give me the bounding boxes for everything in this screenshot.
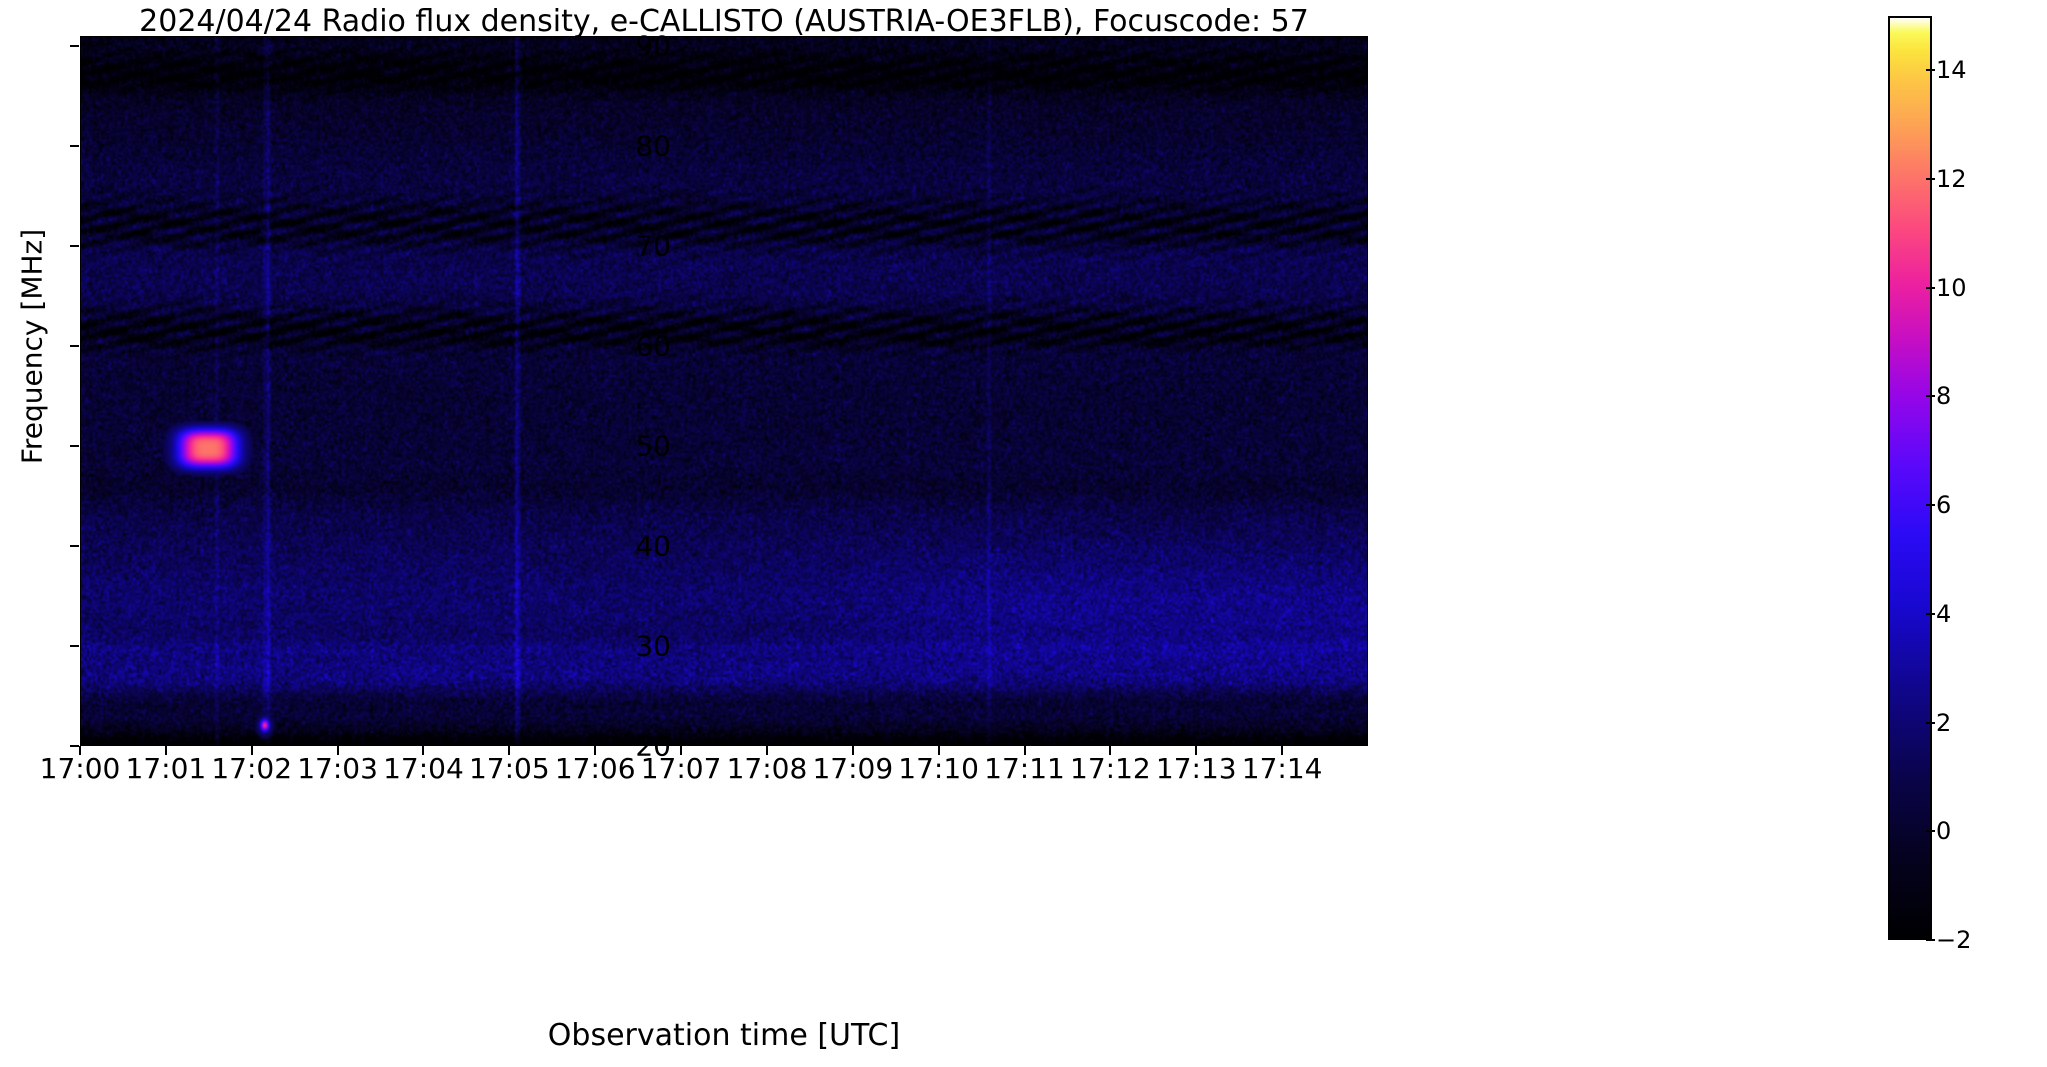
x-tick-mark: [937, 746, 940, 755]
x-tick-mark: [422, 746, 425, 755]
x-tick-label: 17:13: [1155, 752, 1237, 785]
y-tick-label: 90: [635, 29, 671, 63]
colorbar-tick-mark: [1926, 830, 1935, 833]
y-tick-mark: [70, 545, 79, 547]
y-axis-label: Frequency [MHz]: [15, 228, 49, 465]
x-tick-mark: [765, 746, 768, 755]
x-tick-mark: [1109, 746, 1112, 755]
x-tick-mark: [164, 746, 167, 755]
colorbar-tick-label: 8: [1936, 382, 1952, 411]
x-tick-label: 17:12: [1070, 752, 1151, 785]
colorbar-tick-mark: [1926, 286, 1935, 289]
x-tick-label: 17:09: [812, 752, 894, 785]
x-tick-mark: [336, 746, 339, 755]
colorbar-tick-label: −2: [1936, 926, 1972, 954]
spectrogram-plot-area: [80, 36, 1368, 746]
x-tick-label: 17:06: [554, 752, 636, 785]
colorbar-gradient: [1890, 18, 1930, 938]
x-tick-label: 17:02: [211, 752, 293, 785]
x-tick-mark: [250, 746, 253, 755]
y-tick-mark: [70, 145, 79, 147]
y-tick-label: 40: [635, 529, 671, 563]
x-tick-label: 17:07: [640, 752, 722, 785]
chart-title: 2024/04/24 Radio flux density, e-CALLIST…: [139, 4, 1309, 39]
y-tick-mark: [70, 645, 79, 647]
x-tick-mark: [680, 746, 683, 755]
x-tick-mark: [508, 746, 511, 755]
colorbar-tick-label: 14: [1936, 56, 1967, 85]
colorbar: [1888, 16, 1932, 940]
colorbar-tick-label: 10: [1936, 273, 1967, 302]
y-tick-label: 70: [635, 229, 671, 263]
x-tick-mark: [79, 746, 81, 755]
x-tick-label: 17:14: [1241, 752, 1323, 785]
y-tick-mark: [70, 45, 79, 47]
y-tick-label: 30: [635, 629, 671, 663]
y-tick-label: 20: [635, 729, 671, 763]
x-tick-label: 17:10: [898, 752, 980, 785]
y-tick-mark: [70, 345, 79, 347]
x-tick-label: 17:11: [984, 752, 1065, 785]
colorbar-tick-mark: [1926, 721, 1935, 724]
x-tick-mark: [594, 746, 597, 755]
x-tick-label: 17:03: [297, 752, 378, 785]
colorbar-tick-mark: [1926, 69, 1935, 72]
colorbar-tick-mark: [1926, 395, 1935, 398]
y-tick-label: 80: [635, 129, 671, 163]
colorbar-tick-label: 12: [1936, 165, 1967, 194]
colorbar-tick-mark: [1926, 504, 1935, 507]
y-tick-mark: [70, 245, 79, 247]
colorbar-tick-mark: [1926, 939, 1935, 941]
x-axis-label: Observation time [UTC]: [547, 1018, 901, 1053]
colorbar-tick-mark: [1926, 612, 1935, 615]
x-tick-mark: [1281, 746, 1284, 755]
y-tick-mark: [70, 745, 79, 747]
colorbar-tick-label: 6: [1936, 491, 1952, 520]
y-tick-label: 60: [635, 329, 671, 363]
x-tick-mark: [1195, 746, 1198, 755]
colorbar-tick-label: 4: [1936, 599, 1952, 628]
x-tick-label: 17:01: [125, 752, 207, 785]
y-tick-label: 50: [635, 429, 671, 463]
y-tick-mark: [70, 445, 79, 447]
x-tick-label: 17:08: [726, 752, 808, 785]
x-tick-label: 17:00: [39, 752, 121, 785]
spectrogram-image: [81, 37, 1367, 745]
x-tick-label: 17:05: [468, 752, 550, 785]
x-tick-mark: [1023, 746, 1026, 755]
x-tick-mark: [851, 746, 854, 755]
x-tick-label: 17:04: [383, 752, 464, 785]
colorbar-tick-label: 0: [1936, 817, 1952, 846]
colorbar-tick-mark: [1926, 178, 1935, 181]
colorbar-tick-label: 2: [1936, 708, 1952, 737]
